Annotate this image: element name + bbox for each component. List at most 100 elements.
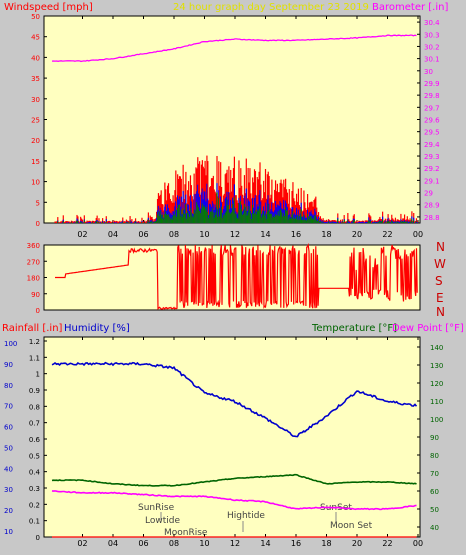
lower-xtick-label: 04 xyxy=(108,539,118,548)
temp-ytick-label: 130 xyxy=(430,362,443,370)
lower-xtick-label: 18 xyxy=(321,539,331,548)
wind-ytick-label: 25 xyxy=(31,117,40,125)
baro-ytick-label: 29.9 xyxy=(424,80,440,88)
rain-ytick-label: 0 xyxy=(36,534,40,542)
wind-ytick-label: 45 xyxy=(31,34,40,42)
lower-xtick-label: 22 xyxy=(382,539,392,548)
rain-ytick-label: 1.2 xyxy=(29,338,40,346)
compass-n-top: N xyxy=(436,240,445,254)
direction-ytick-label: 180 xyxy=(27,275,40,283)
lower-xtick-label: 14 xyxy=(260,539,270,548)
dewpoint-axis-title: Dew Point [°F] xyxy=(392,323,464,334)
dewpoint-series-line xyxy=(51,490,417,511)
compass-n-bottom: N xyxy=(436,305,445,319)
wind-xtick-label: 04 xyxy=(108,230,118,239)
windspeed-axis-title: Windspeed [mph] xyxy=(4,2,93,13)
wind-ytick-label: 40 xyxy=(31,54,40,62)
rain-ytick-label: 0.9 xyxy=(29,387,40,395)
lower-xtick-label: 20 xyxy=(352,539,362,548)
moonrise-label: MoonRise xyxy=(164,528,208,538)
wind-xtick-label: 18 xyxy=(321,230,331,239)
baro-ytick-label: 30.3 xyxy=(424,31,440,39)
baro-ytick-label: 30 xyxy=(424,68,433,76)
sunrise-label: SunRise xyxy=(138,503,175,513)
direction-ytick-label: 90 xyxy=(31,291,40,299)
baro-ytick-label: 29.3 xyxy=(424,153,440,161)
humidity-ytick-label: 90 xyxy=(4,361,13,369)
baro-ytick-label: 30.4 xyxy=(424,19,440,27)
humidity-ytick-label: 80 xyxy=(4,382,13,390)
lower-xtick-label: 02 xyxy=(77,539,87,548)
temperature-series-line xyxy=(51,473,417,487)
baro-ytick-label: 29.1 xyxy=(424,177,440,185)
compass-labels: N W S E N xyxy=(434,240,446,319)
barometer-series-line xyxy=(51,34,417,63)
lower-xtick-label: 00 xyxy=(413,539,423,548)
humidity-axis-title: Humidity [%] xyxy=(64,323,130,334)
direction-ytick-label: 270 xyxy=(27,258,40,266)
temp-ytick-label: 50 xyxy=(430,506,439,514)
wind-ytick-label: 0 xyxy=(36,220,40,228)
temperature-axis-title: Temperature [°F] xyxy=(311,323,397,334)
baro-ytick-label: 28.8 xyxy=(424,214,440,222)
direction-series-line xyxy=(55,242,418,311)
lower-xtick-label: 10 xyxy=(199,539,209,548)
wind-ytick-label: 15 xyxy=(31,158,40,166)
wind-ytick-label: 50 xyxy=(31,13,40,21)
baro-ytick-label: 30.2 xyxy=(424,43,440,51)
humidity-ytick-label: 50 xyxy=(4,444,13,452)
rain-ytick-label: 0.7 xyxy=(29,420,40,428)
temp-ytick-label: 100 xyxy=(430,416,443,424)
rain-ytick-label: 0.2 xyxy=(29,501,40,509)
wind-xtick-label: 22 xyxy=(382,230,392,239)
wind-ytick-label: 35 xyxy=(31,75,40,83)
moonset-label: Moon Set xyxy=(330,521,373,531)
wind-xtick-label: 02 xyxy=(77,230,87,239)
compass-s: S xyxy=(435,274,443,288)
chart-title: 24 hour graph day September 23 2019 xyxy=(173,2,369,13)
wind-xtick-label: 06 xyxy=(138,230,148,239)
lowtide-label: Lowtide xyxy=(145,516,180,526)
wind-ytick-label: 10 xyxy=(31,179,40,187)
temp-ytick-label: 90 xyxy=(430,434,439,442)
compass-w: W xyxy=(434,257,446,271)
humidity-ytick-label: 20 xyxy=(4,507,13,515)
rainfall-axis-title: Rainfall [.in] xyxy=(2,323,63,334)
baro-ytick-label: 29 xyxy=(424,190,433,198)
humidity-ytick-label: 10 xyxy=(4,528,13,536)
baro-ytick-label: 29.4 xyxy=(424,141,440,149)
rain-ytick-label: 1.1 xyxy=(29,354,40,362)
rain-ytick-label: 0.3 xyxy=(29,485,40,493)
temp-ytick-label: 70 xyxy=(430,470,439,478)
wind-xtick-label: 20 xyxy=(352,230,362,239)
direction-ytick-label: 0 xyxy=(36,307,40,315)
lower-xtick-label: 06 xyxy=(138,539,148,548)
hightide-label: Hightide xyxy=(227,511,265,521)
humidity-series-line xyxy=(51,361,418,438)
wind-xtick-label: 14 xyxy=(260,230,270,239)
wind-xtick-label: 12 xyxy=(230,230,240,239)
temp-ytick-label: 80 xyxy=(430,452,439,460)
direction-ytick-label: 360 xyxy=(27,242,40,250)
wind-xtick-label: 10 xyxy=(199,230,209,239)
wind-xtick-label: 00 xyxy=(413,230,423,239)
temp-ytick-label: 120 xyxy=(430,380,443,388)
temp-ytick-label: 60 xyxy=(430,488,439,496)
temp-ytick-label: 110 xyxy=(430,398,443,406)
wind-ytick-label: 5 xyxy=(36,199,40,207)
rain-ytick-label: 0.1 xyxy=(29,518,40,526)
humidity-ytick-label: 70 xyxy=(4,403,13,411)
baro-ytick-label: 30.1 xyxy=(424,56,440,64)
rain-ytick-label: 0.5 xyxy=(29,452,40,460)
humidity-ytick-label: 40 xyxy=(4,465,13,473)
humidity-ytick-label: 30 xyxy=(4,486,13,494)
wind-ytick-label: 30 xyxy=(31,96,40,104)
baro-ytick-label: 29.6 xyxy=(424,117,440,125)
rain-ytick-label: 0.8 xyxy=(29,403,40,411)
humidity-ytick-label: 100 xyxy=(4,340,17,348)
humidity-ytick-label: 60 xyxy=(4,424,13,432)
lower-xtick-label: 16 xyxy=(291,539,301,548)
